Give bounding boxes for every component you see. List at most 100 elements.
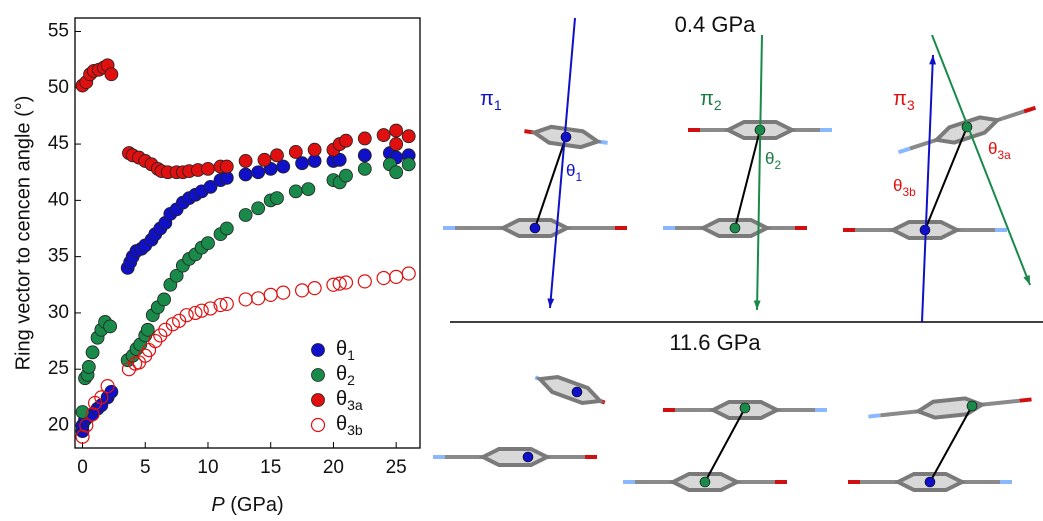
- centroid: [729, 222, 741, 234]
- point: [263, 287, 278, 303]
- vector-label: π3: [893, 88, 915, 112]
- point: [140, 322, 155, 337]
- point: [376, 270, 391, 286]
- centroid-link: [924, 126, 968, 231]
- legend-marker: [310, 417, 326, 433]
- point: [85, 345, 100, 360]
- point: [401, 157, 416, 172]
- plot-frame: [74, 17, 421, 449]
- y-axis-label: Ring vector to cencen angle (°): [12, 96, 34, 371]
- point: [294, 283, 310, 298]
- point: [148, 333, 163, 349]
- point: [157, 292, 171, 307]
- point: [158, 322, 173, 337]
- x-tick-label: 0: [77, 457, 88, 478]
- point: [357, 131, 372, 146]
- point: [251, 291, 266, 306]
- point: [219, 296, 234, 312]
- rod: [880, 409, 921, 418]
- point: [79, 418, 94, 433]
- x-tick-label: 15: [260, 457, 281, 478]
- arrowhead: [929, 55, 937, 65]
- point: [332, 276, 347, 291]
- centroid-link: [704, 407, 746, 483]
- plot: 20 25 30 35 40 45 50 55 0 5 10 15 20 25 P (GPa) Ring ve…: [12, 17, 421, 516]
- pressure-label: 0.4 GPa: [675, 12, 756, 37]
- rod: [979, 398, 1020, 407]
- point: [188, 305, 203, 321]
- legend-marker: [311, 368, 325, 382]
- centroid: [699, 476, 711, 488]
- point: [194, 303, 209, 318]
- x-axis-label: P (GPa): [211, 494, 283, 516]
- y-tick-label: 35: [48, 246, 69, 267]
- point: [85, 407, 100, 422]
- legend-label: θ2: [336, 363, 355, 387]
- vector: [921, 54, 934, 323]
- x-tick-label: 20: [323, 457, 344, 478]
- ring: [913, 396, 987, 420]
- point: [100, 378, 115, 394]
- point: [307, 142, 322, 157]
- point: [203, 179, 218, 194]
- molecule: [534, 374, 606, 406]
- centroid: [739, 402, 751, 414]
- y-tick-label: 50: [48, 77, 69, 98]
- centroid: [924, 476, 936, 488]
- x-tick-label: 25: [386, 457, 407, 478]
- rod-end: [1023, 105, 1037, 114]
- point: [389, 269, 404, 285]
- angle-label: θ3b: [893, 176, 916, 199]
- point: [307, 281, 322, 296]
- point: [203, 301, 218, 316]
- legend-marker: [311, 343, 325, 357]
- point: [251, 165, 266, 180]
- point: [339, 133, 353, 148]
- point: [238, 208, 253, 222]
- point: [389, 165, 404, 180]
- y-tick-label: 55: [48, 21, 69, 42]
- molecule: [433, 447, 597, 467]
- vector: [549, 17, 576, 309]
- point: [376, 128, 391, 142]
- y-tick-label: 20: [48, 415, 69, 436]
- point: [201, 236, 215, 251]
- vector: [756, 34, 763, 311]
- centroid-link: [734, 129, 761, 229]
- pressure-label: 11.6 GPa: [669, 330, 761, 355]
- point: [288, 145, 303, 159]
- point: [401, 266, 416, 281]
- point: [357, 161, 372, 176]
- point: [338, 275, 354, 290]
- x-tick-label: 5: [140, 457, 151, 478]
- x-tick-label: 10: [197, 457, 218, 478]
- point: [103, 319, 118, 334]
- arrowhead: [547, 298, 555, 308]
- point: [238, 292, 253, 307]
- centroid: [571, 386, 583, 398]
- legend-label: θ1: [336, 338, 355, 362]
- point: [270, 148, 284, 163]
- rod-end: [897, 146, 911, 155]
- point: [94, 390, 109, 405]
- point: [213, 297, 228, 313]
- centroid: [522, 451, 534, 463]
- point: [357, 148, 372, 163]
- legend-label: θ3b: [336, 413, 363, 437]
- ring: [478, 447, 552, 467]
- point: [238, 154, 253, 168]
- point: [219, 159, 234, 174]
- angle-label: θ2: [765, 149, 781, 172]
- point: [153, 328, 168, 343]
- structure-panel: 0.4 GPa 11.6 GPa π1 π2 π3 θ1 θ2 θ3a θ3b: [433, 12, 1043, 492]
- y-tick-label: 30: [48, 302, 69, 323]
- centroid-link: [929, 405, 973, 483]
- angle-label: θ1: [566, 161, 582, 184]
- centroid: [529, 222, 541, 234]
- point: [219, 221, 234, 236]
- point: [179, 308, 194, 323]
- point: [301, 182, 316, 196]
- vector: [931, 34, 1031, 286]
